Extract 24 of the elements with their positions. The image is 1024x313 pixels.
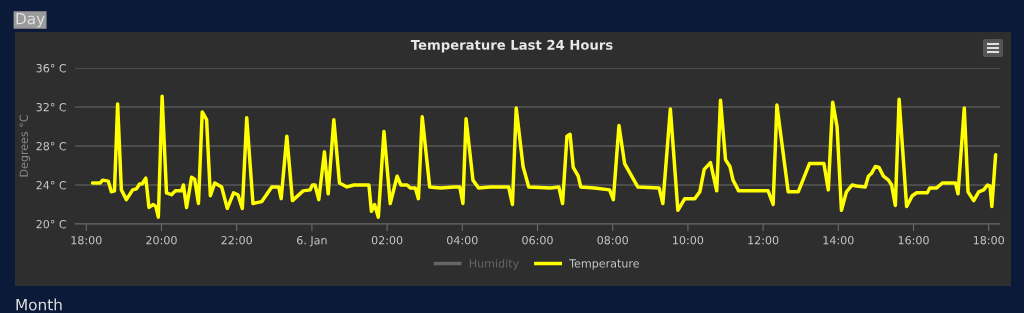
x-tick-label: 06:00 [522, 236, 553, 245]
x-tick-label: 18:00 [973, 236, 1004, 245]
text: Month [16, 298, 62, 311]
y-tick-label: 20° C [36, 219, 67, 229]
x-tick-label: 22:00 [221, 236, 252, 245]
y-tick-label: 28° C [36, 141, 67, 151]
x-tick-label: 10:00 [673, 236, 704, 245]
y-tick-label: 24° C [36, 180, 67, 190]
x-tick-label: 6. Jan [297, 236, 327, 247]
x-tick-label: 20:00 [146, 236, 177, 245]
text: Day [16, 13, 45, 28]
x-tick-label: 12:00 [748, 236, 779, 245]
x-tick-label: 02:00 [371, 236, 403, 245]
x-tick-label: 16:00 [898, 236, 929, 245]
y-tick-label: 36° C [36, 63, 67, 73]
chart-title: Temperature Last 24 Hours [410, 39, 613, 53]
x-tick-label: 14:00 [823, 236, 854, 245]
x-tick-label: 04:00 [447, 236, 478, 245]
legend-label: Temperature [569, 259, 639, 270]
x-tick-label: 18:00 [71, 236, 102, 245]
y-tick-label: 32° C [36, 102, 67, 112]
x-tick-label: 08:00 [597, 236, 628, 245]
y-axis-title: Degrees °C [19, 115, 31, 177]
legend-label: Humidity [469, 258, 519, 270]
